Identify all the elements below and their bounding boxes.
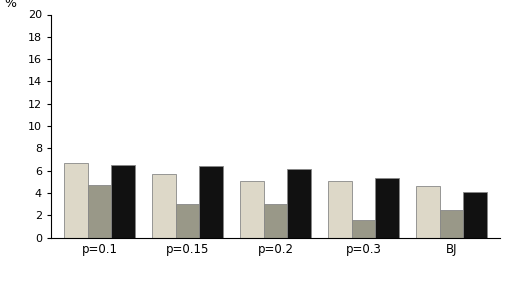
Bar <box>439 210 462 238</box>
Bar <box>152 174 175 238</box>
Bar <box>415 186 439 238</box>
Bar <box>111 165 135 238</box>
Bar <box>462 192 486 238</box>
Bar <box>175 204 199 238</box>
Bar <box>64 163 88 238</box>
Bar <box>239 181 263 238</box>
Bar <box>263 204 287 238</box>
Bar <box>199 166 222 238</box>
Bar <box>287 168 310 238</box>
Y-axis label: %: % <box>5 0 17 10</box>
Bar <box>375 177 398 238</box>
Bar <box>327 181 351 238</box>
Bar <box>351 220 375 238</box>
Bar <box>88 185 111 238</box>
